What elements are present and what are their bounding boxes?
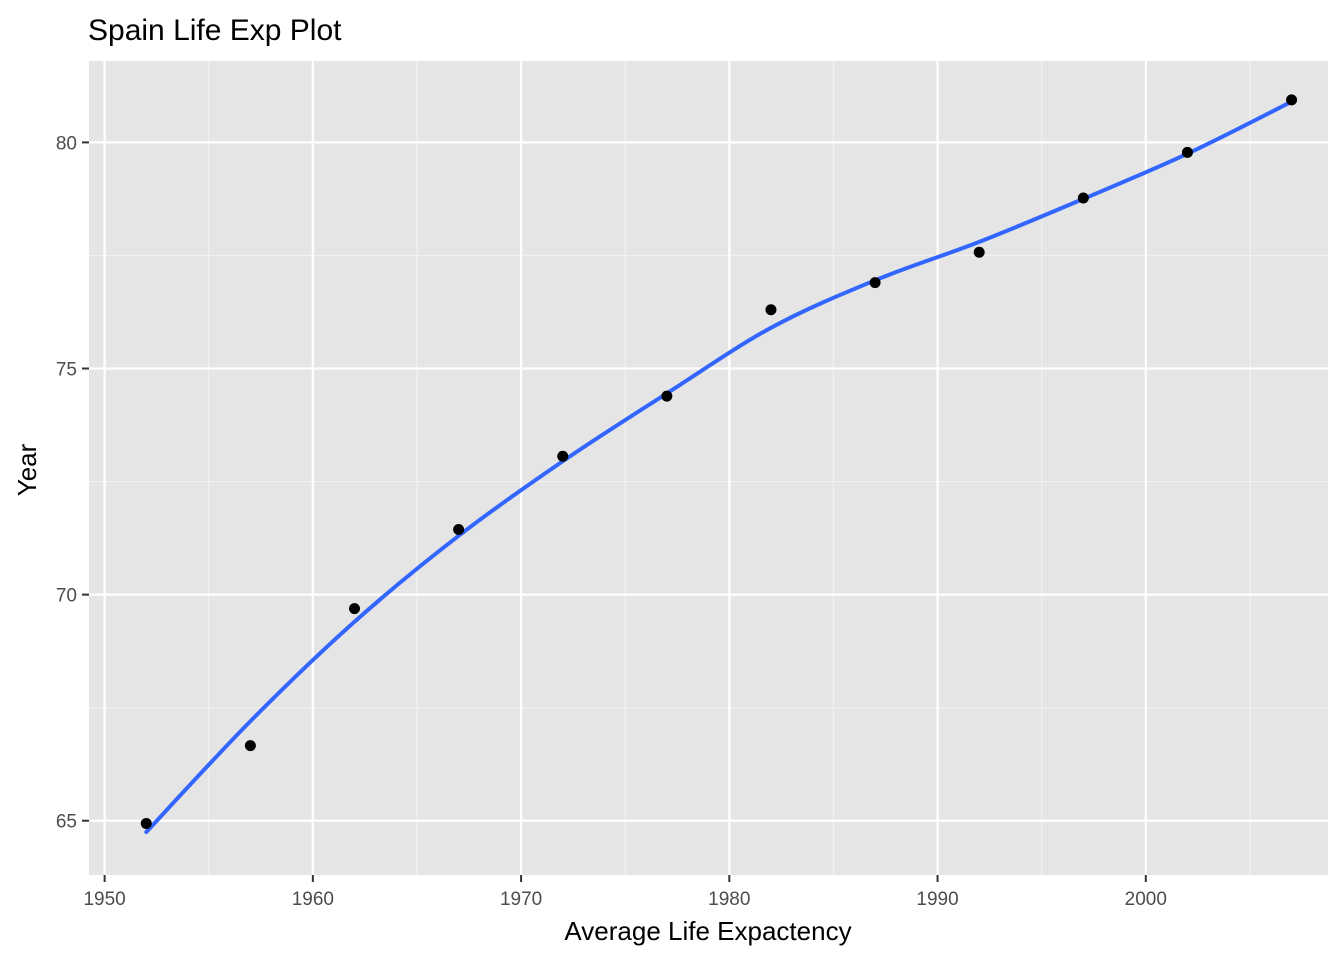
data-point xyxy=(869,277,881,289)
x-axis-ticks: 1950 1960 1970 1980 1990 2000 xyxy=(83,875,1167,910)
x-tick-label: 1980 xyxy=(708,889,750,910)
data-point xyxy=(661,390,673,402)
data-point xyxy=(1077,192,1089,204)
data-points xyxy=(140,94,1298,829)
data-point xyxy=(557,450,569,462)
x-tick-label: 2000 xyxy=(1125,889,1167,910)
data-point xyxy=(244,740,256,752)
data-point xyxy=(1286,94,1298,106)
x-axis-title: Average Life Expactency xyxy=(564,916,851,946)
data-point xyxy=(453,524,465,536)
x-tick-label: 1950 xyxy=(83,889,125,910)
y-axis-ticks: 65 70 75 80 xyxy=(56,133,89,833)
x-tick-label: 1970 xyxy=(500,889,542,910)
data-point xyxy=(973,246,985,258)
data-point xyxy=(1181,146,1193,158)
minor-gridlines xyxy=(89,61,1328,875)
x-tick-label: 1960 xyxy=(292,889,334,910)
y-tick-label: 75 xyxy=(56,360,77,381)
plot-panel xyxy=(89,61,1328,875)
data-point xyxy=(349,603,360,615)
y-tick-label: 70 xyxy=(56,586,77,607)
data-point xyxy=(140,817,152,829)
y-tick-label: 65 xyxy=(56,812,77,833)
x-tick-label: 1990 xyxy=(916,889,958,910)
chart-title: Spain Life Exp Plot xyxy=(88,14,342,47)
y-axis-title: Year xyxy=(12,443,42,496)
y-tick-label: 80 xyxy=(56,133,77,154)
data-point xyxy=(765,304,777,316)
